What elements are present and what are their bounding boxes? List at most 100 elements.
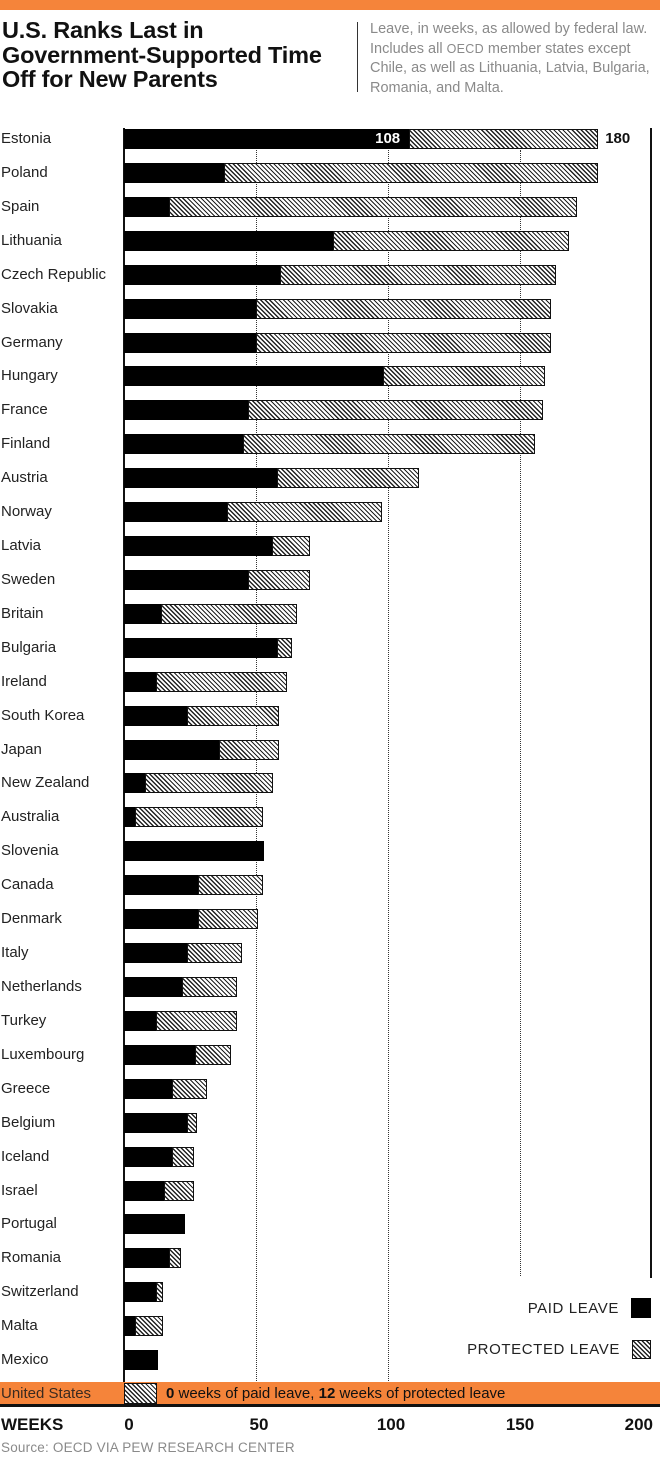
row-label: Denmark [1, 910, 62, 928]
title-divider [357, 22, 358, 92]
paid-bar [124, 196, 169, 217]
protected-bar [197, 909, 258, 930]
row-label: Austria [1, 469, 48, 487]
row-label: Netherlands [1, 978, 82, 995]
protected-bar [242, 434, 535, 455]
chart-title: U.S. Ranks Last in Government-Supported … [2, 17, 322, 92]
paid-bar [124, 1248, 169, 1269]
gridline-150 [520, 150, 521, 1276]
paid-bar [124, 502, 227, 523]
row-label: New Zealand [1, 774, 90, 792]
us-protected-bar [124, 1383, 157, 1404]
paid-bar [124, 400, 249, 421]
protected-bar [256, 298, 551, 319]
row-label: Britain [1, 604, 44, 622]
protected-bar [256, 332, 551, 353]
paid-bar [124, 1180, 164, 1201]
row-label: Poland [1, 163, 48, 181]
paid-bar [124, 943, 188, 964]
paid-bar [124, 705, 188, 726]
paid-bar [124, 1044, 196, 1065]
paid-bar [124, 1316, 135, 1337]
row-label: Japan [1, 740, 42, 758]
row-label: Estonia [1, 130, 52, 147]
protected-bar [197, 875, 263, 896]
legend-protected: PROTECTED LEAVE [467, 1340, 651, 1359]
row-label: Norway [1, 503, 52, 521]
subtitle-text-2: member states except Chile, as well as L… [370, 40, 650, 96]
row-label: Germany [1, 333, 63, 351]
paid-bar [124, 230, 333, 251]
protected-bar [187, 1112, 197, 1133]
paid-bar [124, 1078, 172, 1099]
paid-bar [124, 875, 198, 896]
paid-bar [124, 129, 410, 149]
gridline-50 [256, 150, 257, 1395]
x-tick-150: 150 [505, 1415, 535, 1434]
row-label: Belgium [1, 1113, 56, 1131]
row-label: Hungary [1, 367, 58, 385]
protected-bar [277, 468, 419, 489]
estonia-total-value: 180 [605, 130, 631, 147]
paid-bar [124, 366, 383, 387]
protected-bar [224, 162, 599, 183]
us-protected-text: weeks of protected leave [335, 1385, 506, 1402]
paid-bar [124, 773, 146, 794]
paid-swatch-icon [631, 1298, 651, 1318]
x-tick-0: 0 [124, 1415, 134, 1434]
paid-bar [124, 1350, 159, 1371]
x-tick-50: 50 [249, 1415, 269, 1434]
paid-bar [124, 298, 256, 319]
paid-bar [124, 671, 156, 692]
row-label: Mexico [1, 1351, 49, 1369]
protected-bar [279, 264, 556, 285]
protected-bar [155, 1282, 163, 1303]
paid-bar [124, 1214, 185, 1235]
row-label: Portugal [1, 1215, 57, 1233]
paid-bar [124, 1146, 172, 1167]
paid-bar [124, 1282, 156, 1303]
row-label: France [1, 401, 48, 419]
row-label: Italy [1, 944, 29, 962]
row-label: Finland [1, 435, 51, 453]
top-accent-band [0, 0, 660, 10]
row-label: South Korea [1, 706, 85, 724]
protected-bar [155, 1010, 237, 1031]
row-label: Lithuania [1, 231, 62, 249]
row-label: Czech Republic [1, 265, 107, 283]
us-paid-value: 0 [166, 1385, 175, 1402]
legend-protected-label: PROTECTED LEAVE [467, 1341, 620, 1358]
protected-bar [182, 977, 237, 997]
us-protected-value: 12 [318, 1385, 336, 1402]
us-paid-text: weeks of paid leave, [174, 1385, 319, 1402]
hatched-swatch-icon [632, 1340, 651, 1359]
paid-bar [124, 536, 272, 557]
paid-bar [124, 807, 135, 828]
legend-paid: PAID LEAVE [528, 1298, 651, 1318]
paid-bar [124, 909, 198, 930]
paid-bar [124, 569, 249, 590]
row-label: Malta [1, 1317, 38, 1335]
row-label: Iceland [1, 1147, 50, 1165]
protected-bar [219, 739, 279, 760]
source-note: Source: OECD VIA PEW RESEARCH CENTER [1, 1440, 295, 1455]
protected-bar [226, 502, 382, 523]
estonia-paid-value: 108 [375, 130, 401, 147]
y-axis-baseline [123, 128, 125, 1406]
row-label: Switzerland [1, 1283, 79, 1301]
protected-bar [248, 569, 311, 590]
protected-bar [160, 603, 298, 624]
protected-bar [277, 637, 292, 658]
right-rule [650, 128, 652, 1278]
us-highlight-band [0, 1382, 660, 1405]
paid-bar [124, 332, 256, 353]
row-label: Canada [1, 876, 54, 894]
x-tick-200: 200 [624, 1415, 653, 1434]
protected-bar [248, 400, 543, 421]
row-label: Slovakia [1, 299, 58, 317]
row-label: Israel [1, 1181, 38, 1199]
protected-bar [155, 671, 287, 692]
protected-bar [145, 773, 274, 794]
subtitle-text: Leave, in weeks, as allowed by federal l… [370, 21, 648, 57]
